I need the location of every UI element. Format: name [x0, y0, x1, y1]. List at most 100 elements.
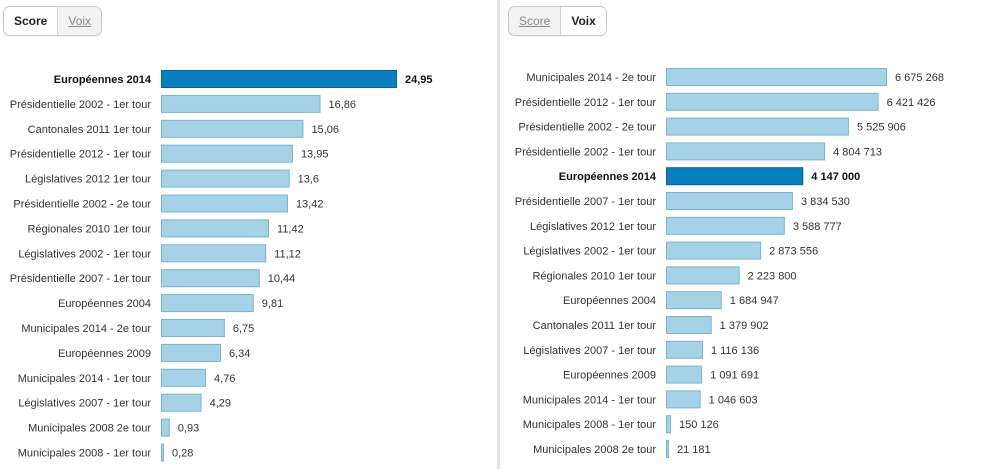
voix-value-label: 1 684 947: [730, 295, 779, 307]
voix-value-label: 1 379 902: [720, 320, 769, 332]
voix-category-label: Municipales 2008 - 1er tour: [523, 419, 657, 431]
voix-category-label: Législatives 2012 1er tour: [530, 221, 656, 233]
score-value-label: 10,44: [268, 273, 296, 285]
voix-bar[interactable]: [666, 241, 762, 260]
score-value-label: 13,6: [298, 174, 319, 186]
score-category-label: Cantonales 2011 1er tour: [28, 124, 152, 136]
tab-score[interactable]: Score: [509, 7, 561, 35]
voix-bar[interactable]: [666, 92, 879, 111]
score-value-label: 4,76: [214, 373, 235, 385]
score-value-label: 9,81: [262, 298, 283, 310]
score-bar[interactable]: [161, 194, 288, 213]
voix-category-label: Municipales 2014 - 2e tour: [526, 72, 656, 84]
voix-bar-chart: Municipales 2014 - 2e tour 6 675 268 Prési…: [515, 68, 944, 458]
tab-score[interactable]: Score: [4, 7, 58, 35]
voix-value-label: 150 126: [679, 419, 719, 431]
score-value-label: 15,06: [311, 124, 339, 136]
score-value-label: 6,34: [229, 348, 250, 360]
voix-bar[interactable]: [666, 340, 703, 359]
voix-bar[interactable]: [666, 192, 793, 210]
voix-bar[interactable]: [666, 291, 722, 310]
score-value-label: 13,95: [301, 149, 329, 161]
score-value-label: 6,75: [233, 323, 254, 335]
score-bar-highlight[interactable]: [161, 70, 397, 88]
score-category-label: Européennes 2009: [58, 348, 151, 360]
score-category-label: Municipales 2014 - 1er tour: [18, 373, 152, 385]
voix-category-label: Présidentielle 2002 - 2e tour: [518, 122, 656, 134]
score-bar[interactable]: [161, 269, 260, 288]
score-category-label: Législatives 2012 1er tour: [25, 174, 151, 186]
score-bar[interactable]: [161, 119, 304, 138]
voix-bar[interactable]: [666, 142, 826, 161]
score-value-label: 16,86: [328, 99, 356, 111]
voix-category-label: Cantonales 2011 1er tour: [533, 320, 657, 332]
voix-bar[interactable]: [666, 440, 669, 458]
voix-bar[interactable]: [666, 316, 712, 334]
voix-value-label: 4 804 713: [833, 146, 882, 158]
score-bar[interactable]: [161, 94, 321, 113]
voix-bar[interactable]: [666, 216, 785, 235]
score-bar[interactable]: [161, 343, 221, 362]
voix-category-label: Municipales 2014 - 1er tour: [523, 394, 657, 406]
score-bar[interactable]: [161, 368, 207, 387]
voix-category-label: Législatives 2002 - 1er tour: [523, 246, 656, 258]
voix-bar[interactable]: [666, 266, 740, 285]
score-category-label: Régionales 2010 1er tour: [27, 223, 151, 235]
voix-bar-highlight[interactable]: [666, 167, 804, 186]
tab-voix[interactable]: Voix: [57, 7, 102, 35]
score-category-label: Législatives 2007 - 1er tour: [18, 398, 151, 410]
score-bar[interactable]: [161, 319, 225, 337]
voix-value-label: 1 116 136: [711, 345, 759, 357]
voix-value-label: 3 588 777: [793, 221, 842, 233]
voix-value-label: 6 675 268: [895, 72, 944, 84]
voix-value-label: 2 873 556: [769, 246, 818, 258]
score-panel: Score Voix Européennes 2014 24,95 Présiden…: [0, 0, 497, 469]
panel-divider: [497, 0, 500, 469]
score-value-label: 11,12: [274, 248, 301, 260]
voix-value-label: 1 046 603: [709, 394, 758, 406]
voix-panel-tabs: Score Voix: [508, 6, 607, 36]
score-category-label: Présidentielle 2007 - 1er tour: [10, 273, 152, 285]
voix-category-label: Présidentielle 2012 - 1er tour: [515, 97, 657, 109]
voix-value-label: 21 181: [677, 444, 711, 456]
voix-category-label: Municipales 2008 2e tour: [533, 444, 656, 456]
score-bar[interactable]: [161, 144, 293, 163]
score-bar[interactable]: [161, 443, 164, 462]
voix-value-label: 1 091 691: [710, 370, 759, 382]
tab-voix[interactable]: Voix: [560, 7, 606, 35]
voix-value-label: 2 223 800: [748, 270, 797, 282]
voix-category-label: Présidentielle 2007 - 1er tour: [515, 196, 657, 208]
voix-value-label: 3 834 530: [801, 196, 850, 208]
score-category-label: Européennes 2014: [54, 74, 152, 86]
voix-bar[interactable]: [666, 390, 701, 409]
score-bar[interactable]: [161, 169, 290, 188]
score-bar[interactable]: [161, 294, 254, 313]
score-bar[interactable]: [161, 393, 202, 412]
voix-category-label: Présidentielle 2002 - 1er tour: [515, 146, 657, 158]
voix-bar[interactable]: [666, 415, 671, 434]
voix-category-label: Européennes 2004: [563, 295, 656, 307]
score-value-label: 0,93: [178, 423, 199, 435]
score-panel-tabs: Score Voix: [3, 6, 103, 36]
score-category-label: Législatives 2002 - 1er tour: [18, 248, 151, 260]
voix-bar[interactable]: [666, 117, 849, 136]
score-bar[interactable]: [161, 244, 267, 263]
voix-value-label: 6 421 426: [887, 97, 936, 109]
score-value-label: 4,29: [210, 398, 231, 410]
score-value-label: 0,28: [172, 448, 193, 460]
score-bar[interactable]: [161, 219, 270, 238]
score-value-label: 24,95: [405, 74, 433, 86]
score-category-label: Municipales 2008 - 1er tour: [18, 448, 152, 460]
score-bar[interactable]: [161, 418, 170, 437]
voix-bar[interactable]: [666, 365, 703, 384]
voix-bar[interactable]: [666, 68, 887, 86]
score-category-label: Présidentielle 2002 - 1er tour: [10, 99, 152, 111]
voix-value-label: 4 147 000: [811, 171, 860, 183]
score-category-label: Européennes 2004: [58, 298, 151, 310]
score-category-label: Présidentielle 2002 - 2e tour: [13, 199, 151, 211]
voix-value-label: 5 525 906: [857, 122, 906, 134]
score-category-label: Municipales 2014 - 2e tour: [21, 323, 151, 335]
voix-category-label: Régionales 2010 1er tour: [532, 270, 656, 282]
score-category-label: Municipales 2008 2e tour: [28, 423, 151, 435]
score-category-label: Présidentielle 2012 - 1er tour: [10, 149, 152, 161]
